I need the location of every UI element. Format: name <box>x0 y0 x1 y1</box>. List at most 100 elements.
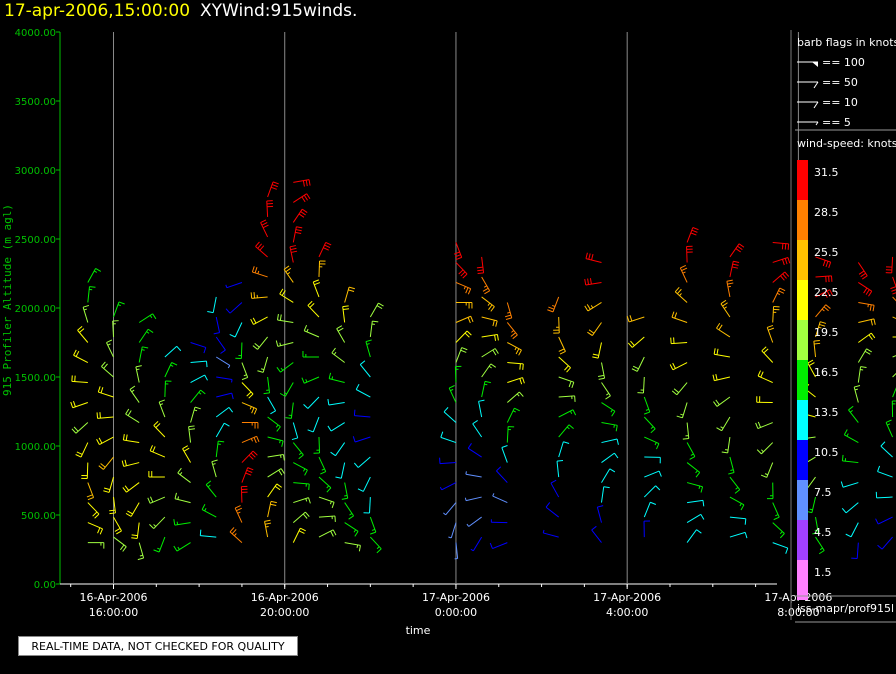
wind-barb <box>279 382 294 397</box>
barb-staff <box>714 353 731 358</box>
barb-staff <box>671 316 688 323</box>
y-tick-label: 3000.00 <box>15 166 56 177</box>
barb-feather <box>673 388 679 393</box>
barb-feather <box>584 305 589 312</box>
y-axis-label: 915 Profiler Altitude (m agl) <box>1 204 14 396</box>
barb-feather <box>877 544 883 550</box>
y-tick-label: 3500.00 <box>15 97 56 108</box>
barb-staff <box>601 468 611 483</box>
barb-feather <box>279 392 286 397</box>
wind-barb <box>81 462 89 480</box>
barb-feather <box>784 271 790 277</box>
barb-feather <box>854 385 861 388</box>
x-tick-time: 8:00:00 <box>777 606 819 619</box>
wind-barb <box>857 348 872 363</box>
barb-staff <box>465 496 482 502</box>
barb-feather <box>205 361 208 368</box>
barb-feather <box>378 302 384 307</box>
barb-staff <box>304 330 320 338</box>
barb-feather <box>744 518 747 525</box>
barb-staff <box>71 380 88 384</box>
barb-feather <box>153 549 160 553</box>
barb-feather <box>589 278 592 285</box>
barb-staff <box>766 462 774 478</box>
barb-staff <box>87 286 90 303</box>
barb-half-feather <box>566 426 570 430</box>
wind-barb <box>755 421 773 429</box>
barb-staff <box>686 513 702 524</box>
wind-barb <box>77 326 89 343</box>
wind-barb <box>455 282 472 295</box>
barb-legend-label: == 5 <box>822 116 851 129</box>
barb-half-feather <box>690 453 694 456</box>
barb-staff <box>443 411 457 423</box>
barb-staff <box>729 516 746 520</box>
wind-barb <box>216 376 233 383</box>
barb-feather <box>784 243 787 250</box>
barb-feather <box>253 408 258 415</box>
wind-barb <box>465 471 482 478</box>
wind-barb <box>858 332 876 343</box>
barb-feather <box>200 389 206 395</box>
wind-barb <box>885 419 894 438</box>
barb-feather <box>96 439 100 445</box>
barb-half-feather <box>225 284 228 288</box>
barb-staff <box>138 542 145 559</box>
wind-barb <box>558 395 576 402</box>
barb-feather <box>572 409 577 416</box>
barb-staff <box>335 442 346 456</box>
barb-staff <box>815 256 831 263</box>
barb-feather <box>248 393 254 399</box>
y-tick-labels: 0.00 500.00 1000.00 1500.00 2000.00 2500.00 30… <box>15 28 60 591</box>
barb-staff <box>99 436 114 445</box>
barb-staff <box>772 287 781 303</box>
wind-barb <box>205 480 217 498</box>
barb-staff <box>264 521 269 538</box>
wind-barb <box>251 266 268 278</box>
wind-barb <box>443 502 457 516</box>
barb-staff <box>631 336 645 348</box>
barb-feather <box>467 443 472 449</box>
barb-feather <box>337 327 344 332</box>
barb-legend-feather <box>813 101 819 109</box>
barb-half-feather <box>606 392 610 396</box>
wind-barb <box>241 362 249 381</box>
barb-feather <box>149 524 155 529</box>
barb-feather <box>587 278 590 285</box>
barb-feather <box>826 290 831 297</box>
barb-feather <box>307 300 313 306</box>
barb-staff <box>190 407 196 423</box>
barb-staff <box>344 522 359 532</box>
barb-staff <box>858 301 875 306</box>
barb-half-feather <box>179 471 183 475</box>
barb-staff <box>550 482 560 498</box>
barb-staff <box>472 423 483 438</box>
barb-feather <box>335 476 342 479</box>
barb-feather <box>314 282 321 286</box>
wind-barb <box>215 406 234 418</box>
wind-barb <box>215 336 226 354</box>
barb-feather <box>147 497 151 504</box>
barb-staff <box>158 536 166 553</box>
barb-half-feather <box>146 331 150 334</box>
wind-barb <box>330 442 346 457</box>
barb-staff <box>200 535 217 538</box>
wind-barb <box>125 408 140 423</box>
barb-feather <box>615 425 618 432</box>
x-tick-labels: 16-Apr-2006 16:00:00 16-Apr-2006 20:00:00 17… <box>70 584 832 619</box>
wind-barb <box>82 304 90 323</box>
y-tick-label: 4000.00 <box>15 28 56 39</box>
barb-feather <box>614 452 619 459</box>
speed-legend-label: 19.5 <box>814 326 839 339</box>
barb-feather <box>304 511 310 517</box>
barb-legend-title: barb flags in knots <box>797 36 896 49</box>
barb-feather <box>327 425 332 432</box>
barb-feather <box>588 253 591 260</box>
barb-feather <box>308 497 311 504</box>
wind-barb <box>481 316 498 327</box>
barb-feather <box>99 412 101 419</box>
barb-feather <box>592 356 599 359</box>
barb-half-feather <box>149 315 153 319</box>
barb-feather <box>477 269 484 272</box>
wind-barb <box>813 339 821 358</box>
